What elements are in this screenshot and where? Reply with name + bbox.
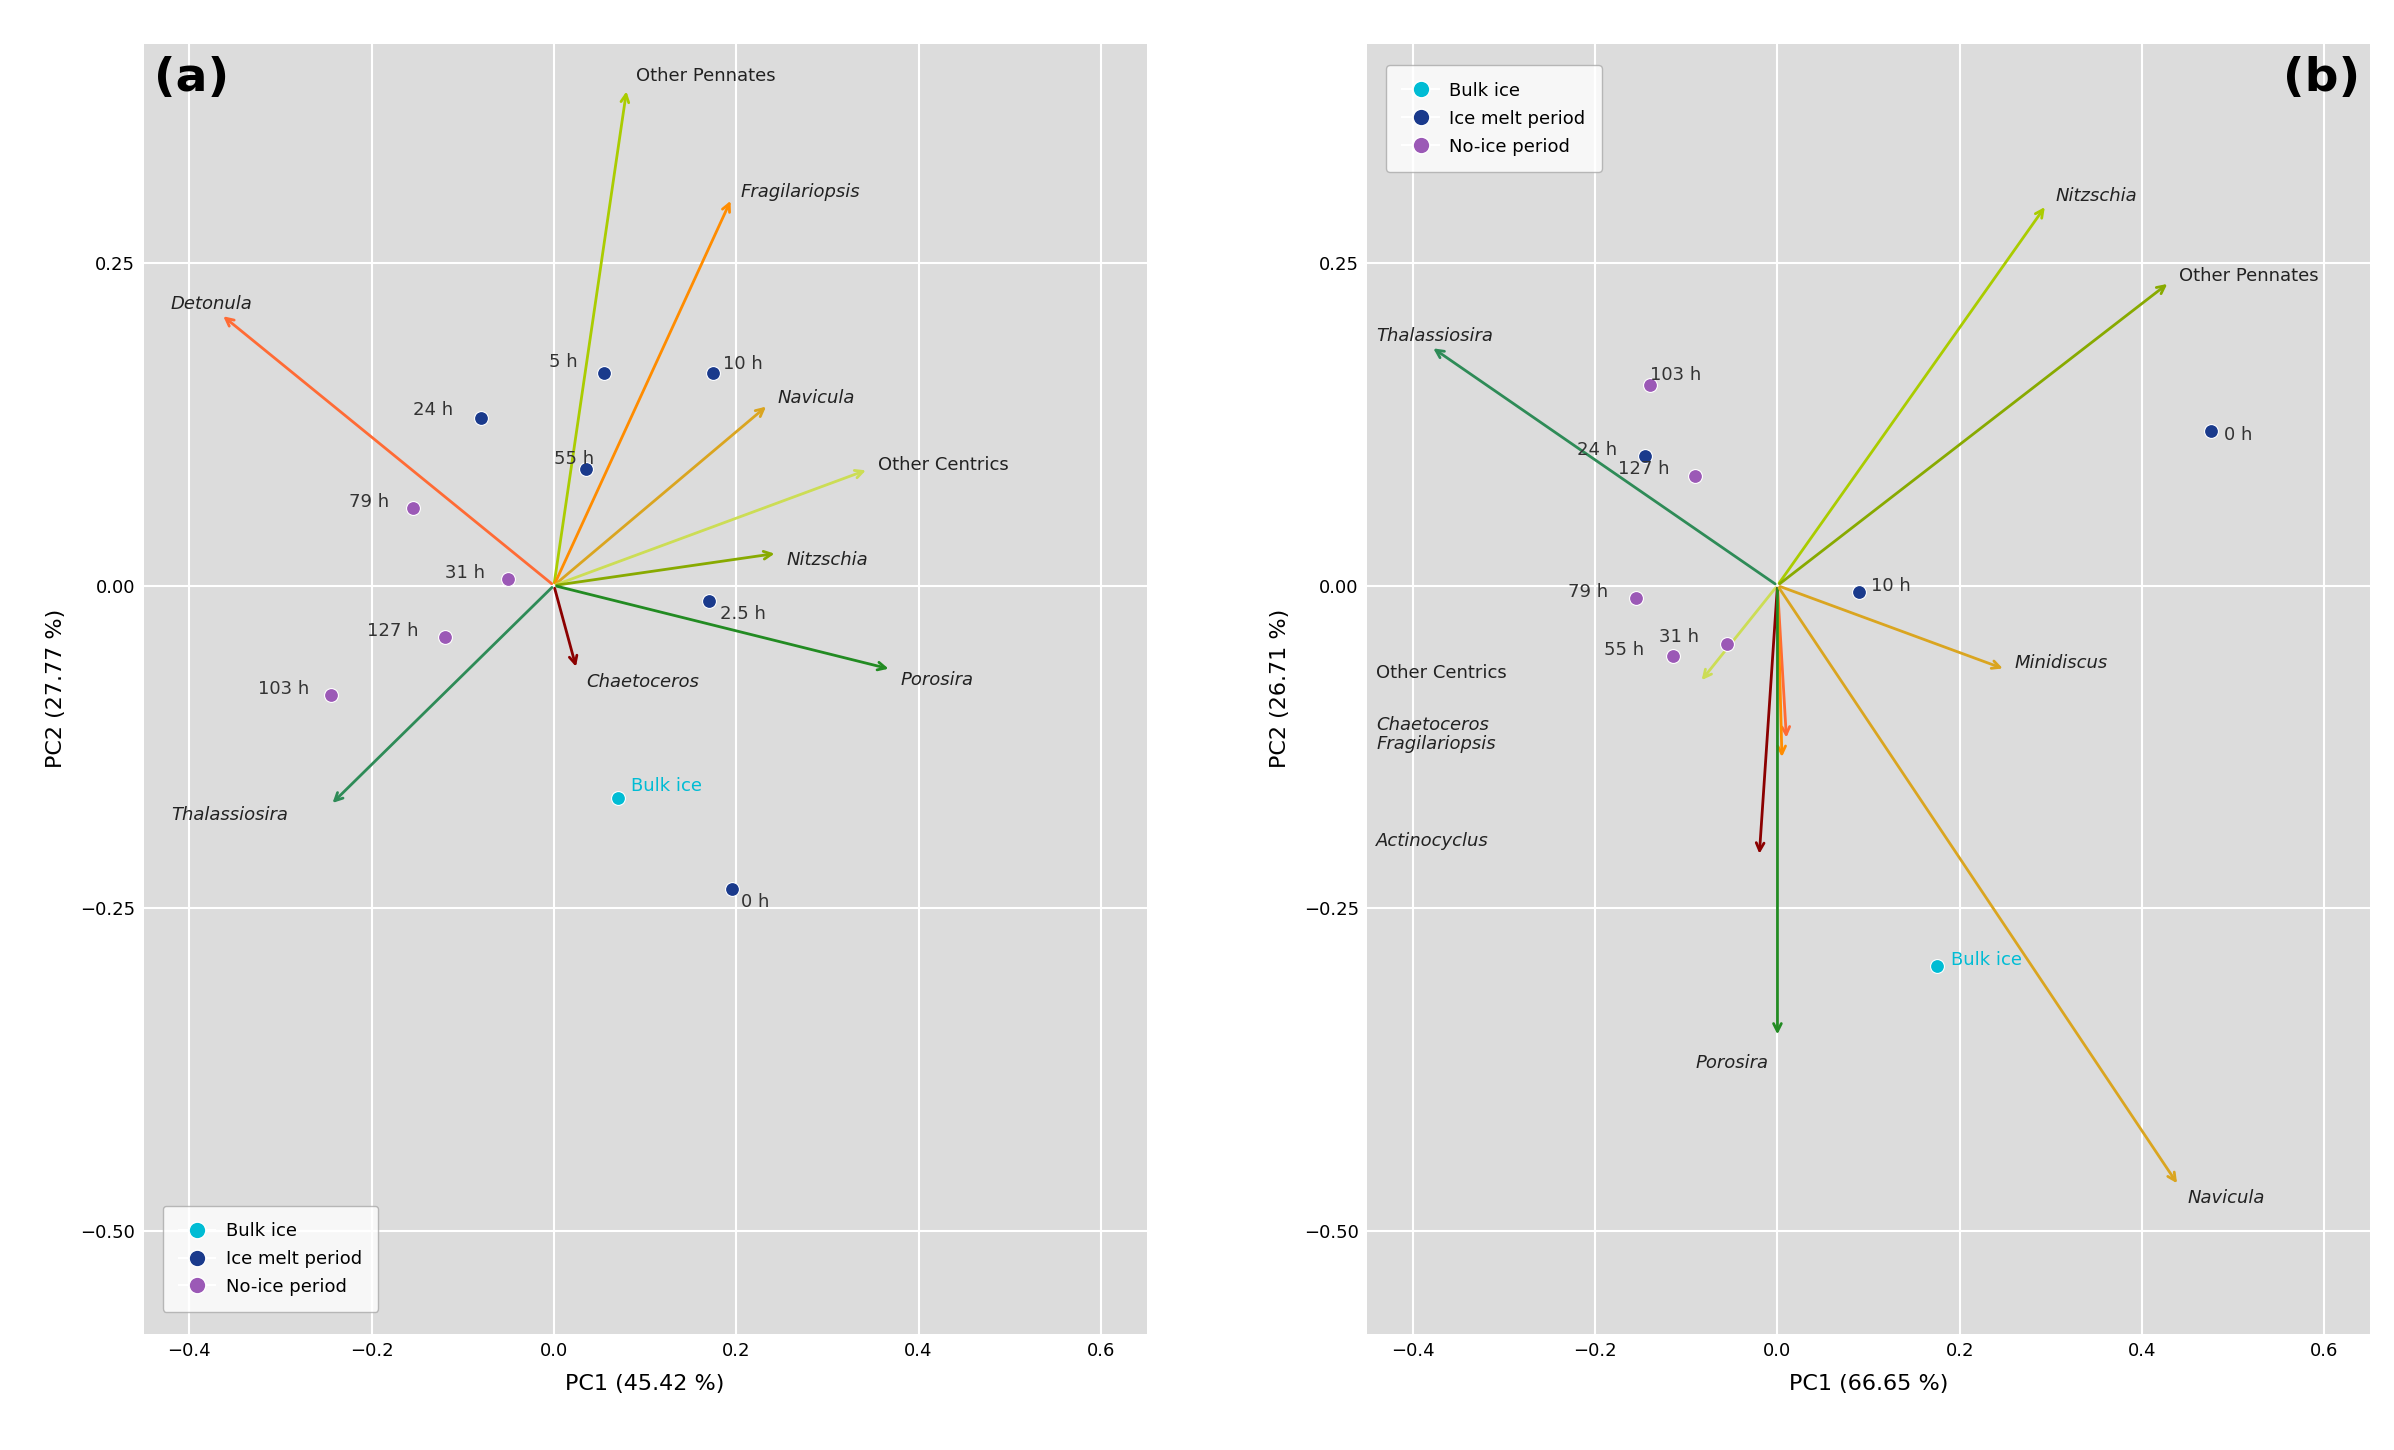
Text: 24 h: 24 h bbox=[412, 402, 452, 419]
Text: Nitzschia: Nitzschia bbox=[785, 551, 869, 568]
Text: Chaetoceros: Chaetoceros bbox=[587, 673, 699, 692]
Text: 103 h: 103 h bbox=[259, 680, 309, 697]
Text: 0 h: 0 h bbox=[2224, 425, 2253, 444]
Text: Nitzschia: Nitzschia bbox=[2056, 187, 2138, 204]
Text: Fragilariopsis: Fragilariopsis bbox=[1377, 735, 1496, 753]
Text: (b): (b) bbox=[2284, 57, 2360, 102]
Text: Chaetoceros: Chaetoceros bbox=[1377, 716, 1489, 734]
Text: 10 h: 10 h bbox=[723, 355, 764, 373]
Text: Thalassiosira: Thalassiosira bbox=[1377, 328, 1494, 345]
Text: Detonula: Detonula bbox=[170, 296, 254, 313]
Text: Other Centrics: Other Centrics bbox=[879, 457, 1008, 474]
Text: 103 h: 103 h bbox=[1649, 367, 1702, 384]
Y-axis label: PC2 (27.77 %): PC2 (27.77 %) bbox=[45, 609, 67, 768]
Text: Minidiscus: Minidiscus bbox=[2013, 654, 2107, 671]
Text: Other Pennates: Other Pennates bbox=[2179, 267, 2317, 284]
Text: 79 h: 79 h bbox=[350, 493, 388, 510]
Text: Actinocyclus: Actinocyclus bbox=[1377, 832, 1489, 850]
Text: 10 h: 10 h bbox=[1872, 577, 1910, 594]
Text: Bulk ice: Bulk ice bbox=[1951, 951, 2021, 969]
Text: Porosira: Porosira bbox=[1695, 1054, 1769, 1072]
Text: Navicula: Navicula bbox=[778, 390, 855, 407]
Text: Thalassiosira: Thalassiosira bbox=[170, 806, 287, 824]
Legend: Bulk ice, Ice melt period, No-ice period: Bulk ice, Ice melt period, No-ice period bbox=[163, 1206, 378, 1312]
Text: 24 h: 24 h bbox=[1578, 441, 1616, 460]
Text: (a): (a) bbox=[153, 57, 230, 102]
X-axis label: PC1 (45.42 %): PC1 (45.42 %) bbox=[565, 1375, 725, 1395]
Text: 2.5 h: 2.5 h bbox=[721, 605, 766, 624]
Text: 0 h: 0 h bbox=[740, 893, 768, 911]
Text: Navicula: Navicula bbox=[2188, 1189, 2265, 1208]
Text: 79 h: 79 h bbox=[1568, 583, 1609, 600]
Text: 31 h: 31 h bbox=[1659, 628, 1700, 647]
Text: 31 h: 31 h bbox=[445, 564, 484, 581]
Text: 5 h: 5 h bbox=[548, 354, 577, 371]
Text: Porosira: Porosira bbox=[900, 671, 974, 689]
Text: Bulk ice: Bulk ice bbox=[632, 777, 701, 795]
Text: 55 h: 55 h bbox=[1604, 641, 1645, 660]
Text: 127 h: 127 h bbox=[1618, 460, 1669, 479]
Text: 127 h: 127 h bbox=[366, 622, 419, 639]
Text: 55 h: 55 h bbox=[553, 450, 594, 468]
Text: Other Centrics: Other Centrics bbox=[1377, 664, 1508, 683]
Text: Other Pennates: Other Pennates bbox=[637, 67, 776, 84]
Legend: Bulk ice, Ice melt period, No-ice period: Bulk ice, Ice melt period, No-ice period bbox=[1386, 65, 1602, 171]
X-axis label: PC1 (66.65 %): PC1 (66.65 %) bbox=[1788, 1375, 1949, 1395]
Text: Fragilariopsis: Fragilariopsis bbox=[740, 183, 859, 202]
Y-axis label: PC2 (26.71 %): PC2 (26.71 %) bbox=[1269, 609, 1290, 768]
